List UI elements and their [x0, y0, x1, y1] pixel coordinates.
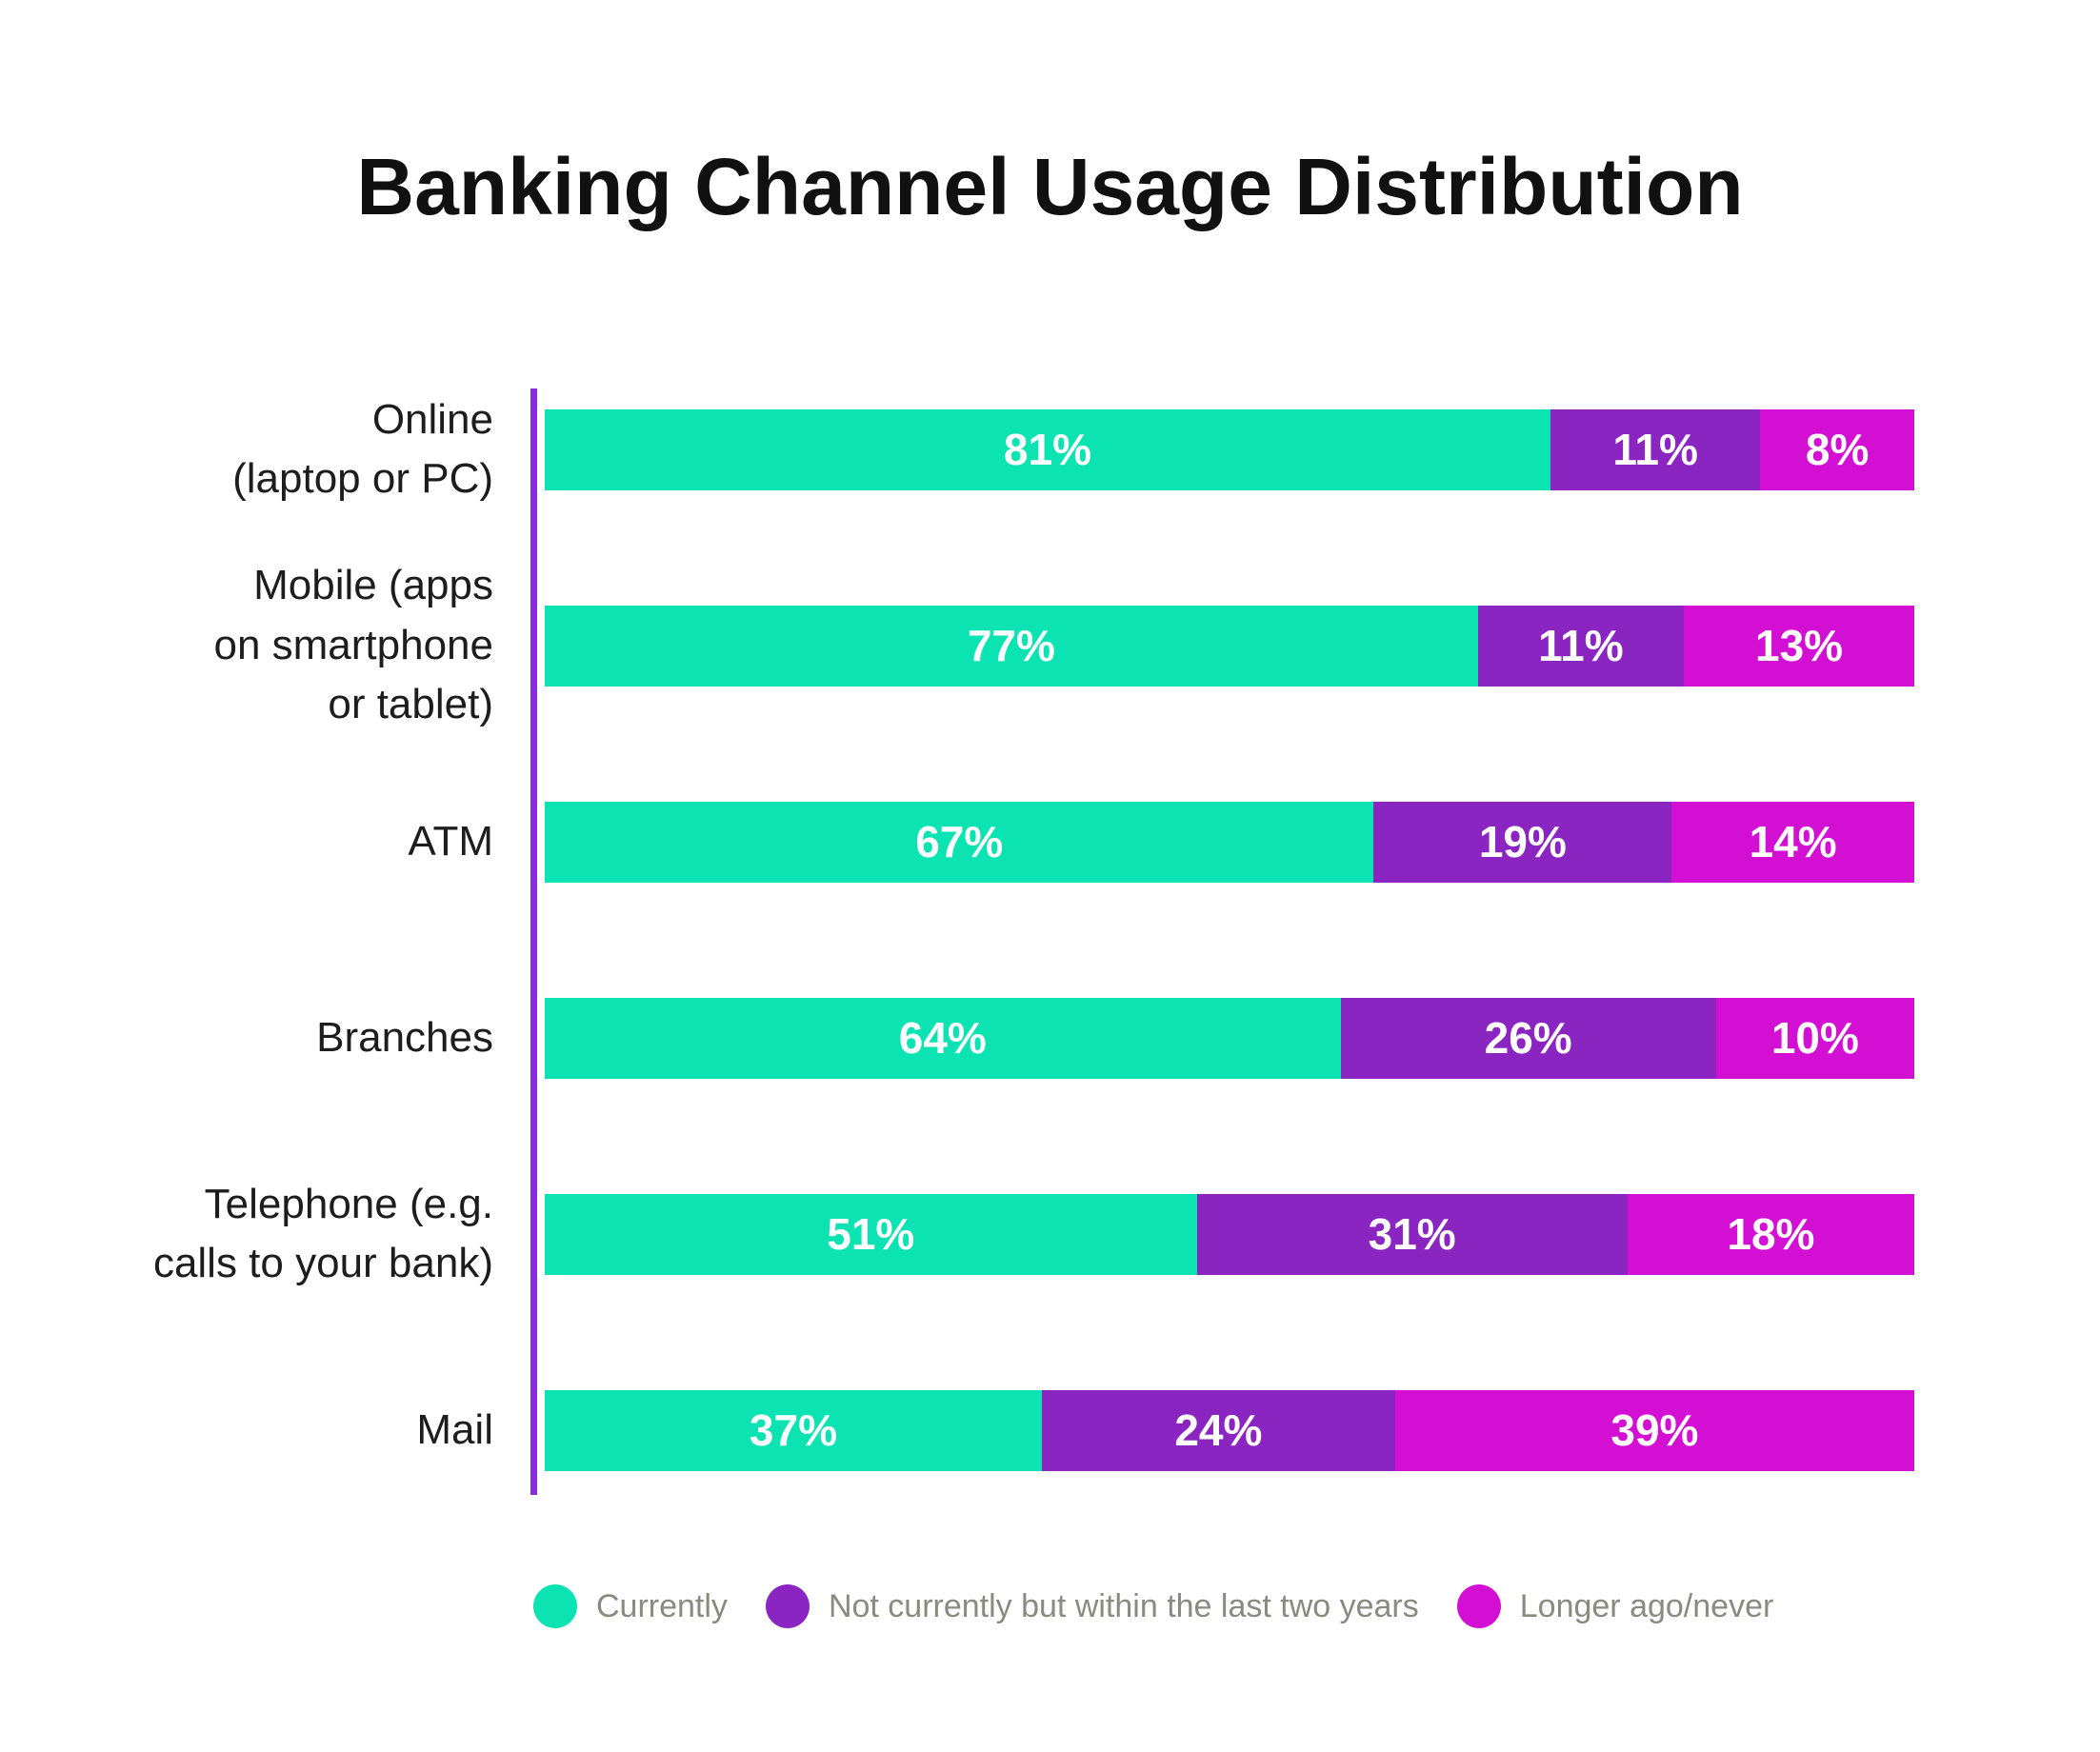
bar-segment-currently: 81%	[545, 408, 1550, 490]
category-label: Mail	[416, 1405, 493, 1453]
bar-branches: 64% 26% 10%	[545, 997, 1914, 1079]
bar-atm: 67% 19% 14%	[545, 801, 1914, 883]
bar-segment-longer-ago: 10%	[1715, 997, 1914, 1079]
bar-segment-not-currently: 26%	[1340, 997, 1716, 1079]
chart-row-atm: ATM 67% 19% 14%	[57, 744, 1914, 940]
chart-title: Banking Channel Usage Distribution	[356, 142, 1744, 231]
chart-row-branches: Branches 64% 26% 10%	[57, 940, 1914, 1136]
legend-dot-not-currently-icon	[765, 1584, 810, 1628]
chart-row-mail: Mail 37% 24% 39%	[57, 1332, 1915, 1528]
chart-row-online: Online (laptop or PC) 81% 11% 8%	[57, 351, 1914, 548]
bar-segment-currently: 64%	[545, 997, 1341, 1079]
legend-item-currently: Currently	[533, 1584, 728, 1628]
bar-segment-longer-ago: 14%	[1671, 801, 1914, 883]
bar-segment-not-currently: 19%	[1373, 801, 1672, 883]
legend-dot-currently-icon	[533, 1584, 577, 1628]
category-label: Telephone (e.g. calls to your bank)	[152, 1180, 493, 1286]
y-axis-line	[530, 388, 537, 1495]
category-label: Branches	[316, 1013, 493, 1061]
bar-mail: 37% 24% 39%	[545, 1389, 1915, 1471]
category-label: ATM	[408, 817, 493, 865]
category-label: Mobile (apps on smartphone or tablet)	[213, 562, 493, 728]
bar-mobile: 77% 11% 13%	[545, 605, 1914, 687]
bar-segment-not-currently: 24%	[1041, 1389, 1395, 1471]
bar-segment-not-currently: 31%	[1196, 1193, 1628, 1275]
bar-segment-currently: 37%	[545, 1389, 1042, 1471]
bar-segment-currently: 67%	[545, 801, 1374, 883]
legend-label: Not currently but within the last two ye…	[828, 1587, 1419, 1624]
legend: Currently Not currently but within the l…	[533, 1584, 1981, 1628]
legend-item-not-currently: Not currently but within the last two ye…	[765, 1584, 1419, 1628]
bar-segment-longer-ago: 13%	[1684, 605, 1914, 687]
bar-segment-longer-ago: 39%	[1394, 1389, 1915, 1471]
bar-online: 81% 11% 8%	[545, 408, 1914, 490]
stacked-bar-chart: Online (laptop or PC) 81% 11% 8% Mobile …	[57, 351, 1915, 1528]
chart-row-telephone: Telephone (e.g. calls to your bank) 51% …	[57, 1136, 1914, 1332]
legend-label: Currently	[596, 1587, 728, 1624]
chart-row-mobile: Mobile (apps on smartphone or tablet) 77…	[57, 548, 1914, 744]
bar-segment-longer-ago: 8%	[1760, 408, 1914, 490]
legend-item-longer-ago: Longer ago/never	[1456, 1584, 1774, 1628]
legend-label: Longer ago/never	[1519, 1587, 1774, 1624]
bar-segment-longer-ago: 18%	[1627, 1193, 1914, 1275]
bar-telephone: 51% 31% 18%	[545, 1193, 1914, 1275]
legend-dot-longer-ago-icon	[1456, 1584, 1501, 1628]
category-label: Online (laptop or PC)	[232, 395, 493, 502]
bar-segment-currently: 77%	[545, 605, 1478, 687]
bar-segment-not-currently: 11%	[1477, 605, 1685, 687]
bar-segment-not-currently: 11%	[1550, 408, 1761, 490]
bar-segment-currently: 51%	[545, 1193, 1197, 1275]
